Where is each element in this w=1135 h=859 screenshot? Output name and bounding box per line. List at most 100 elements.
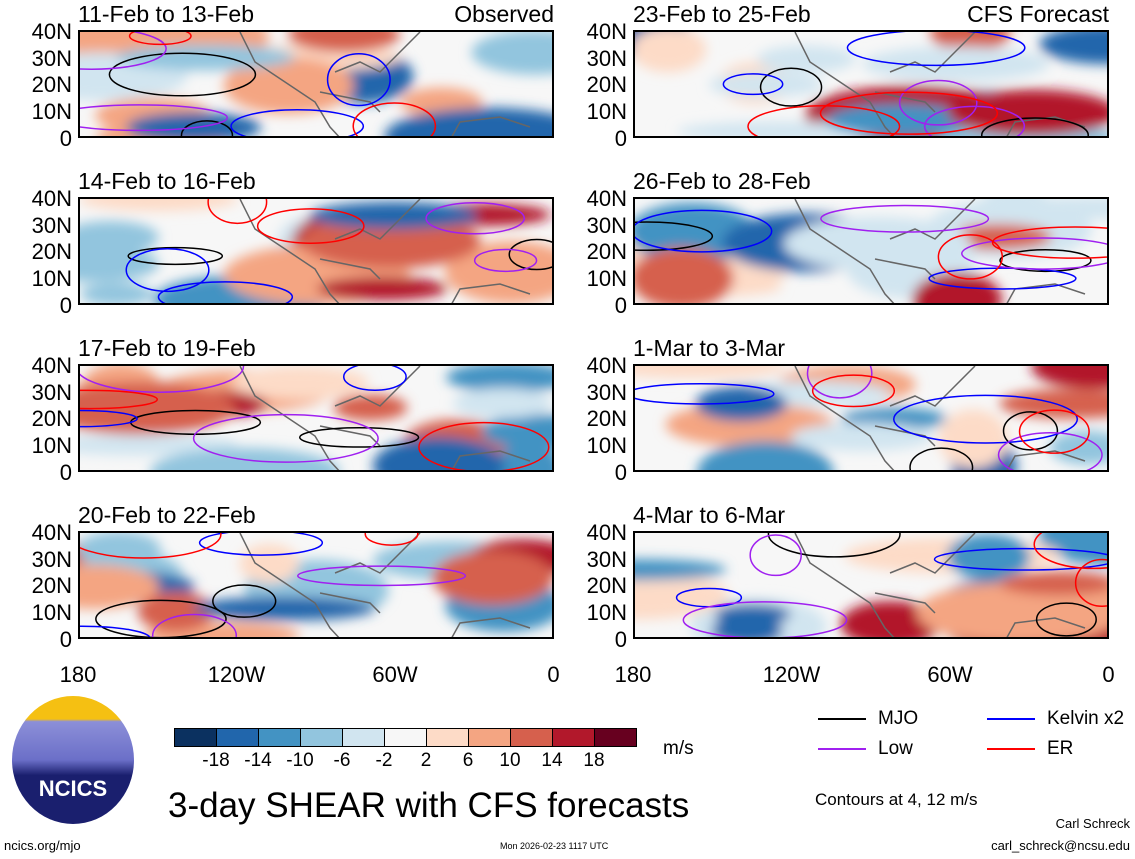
contour-line [759, 67, 823, 107]
contour-line [207, 199, 268, 225]
shear-anomaly-region [288, 32, 400, 53]
legend-label: ER [1047, 738, 1074, 759]
map-panel [633, 197, 1109, 305]
map-panel [78, 197, 554, 305]
shear-anomaly-region [231, 366, 369, 400]
map-panel [633, 364, 1109, 472]
shear-anomaly-region [635, 32, 707, 73]
lat-tick-label: 10N [586, 266, 627, 292]
lat-tick-label: 10N [31, 266, 72, 292]
url-text[interactable]: ncics.org/mjo [4, 838, 81, 853]
contour-line [1018, 409, 1090, 454]
map-panel [633, 531, 1109, 639]
lat-tick-label: 20N [31, 72, 72, 98]
lon-tick-label: 60W [372, 662, 418, 687]
contour-line [80, 533, 222, 559]
shear-anomaly-region [80, 199, 239, 211]
shear-anomaly-region [916, 581, 1107, 637]
legend-label: MJO [878, 708, 919, 729]
colorbar-swatch [175, 729, 217, 746]
contour-line [192, 413, 379, 463]
lat-tick-label: 40N [31, 186, 72, 211]
contour-line [909, 447, 974, 470]
timestamp-text: Mon 2026-02-23 1117 UTC [500, 841, 609, 851]
lat-tick-label: 0 [59, 459, 72, 485]
colorbar-tick: 2 [420, 750, 432, 771]
lat-tick-label: 10N [586, 99, 627, 125]
contour-line [747, 104, 901, 136]
panel-title: 23-Feb to 25-Feb [633, 1, 811, 27]
lon-tick-label: 0 [1102, 662, 1115, 687]
shear-anomaly-region [697, 441, 834, 470]
shear-anomaly-region [384, 107, 552, 136]
lat-tick-label: 10N [31, 433, 72, 459]
contour-line [635, 221, 714, 252]
ncics-logo: NCICS [12, 696, 134, 824]
shear-anomaly-region [453, 387, 552, 419]
figure-title: 3-day SHEAR with CFS forecasts [168, 786, 690, 825]
lon-tick-label: 60W [927, 662, 973, 687]
coastline [239, 366, 531, 470]
colorbar-swatch [301, 729, 343, 746]
legend-line [987, 718, 1035, 720]
logo-text: NCICS [38, 776, 108, 801]
colorbar-tick: -18 [202, 750, 230, 771]
lat-tick-label: 40N [31, 520, 72, 545]
shear-anomaly-region [150, 448, 341, 470]
shear-anomaly-region [1031, 366, 1107, 389]
panel-title: 4-Mar to 6-Mar [633, 502, 786, 528]
colorbar-tick: 14 [541, 750, 563, 771]
contour-line [198, 533, 324, 556]
contour-line [125, 247, 210, 293]
contour-line [80, 625, 151, 637]
shear-anomaly-region [999, 571, 1107, 596]
contour-line [933, 547, 1107, 571]
lat-tick-label: 30N [31, 379, 72, 405]
lat-tick-label: 40N [586, 520, 627, 545]
coastline [794, 366, 1086, 470]
contour-line [473, 248, 538, 273]
colorbar-swatch [343, 729, 385, 746]
coastline [794, 533, 1086, 637]
panel-title: 14-Feb to 16-Feb [78, 168, 256, 194]
lon-tick-label: 0 [547, 662, 560, 687]
contour-line [343, 366, 407, 391]
lon-tick-label: 120W [207, 662, 266, 687]
shear-anomaly-region [912, 272, 1002, 303]
shear-anomaly-region [635, 559, 727, 581]
panel-label: CFS Forecast [967, 1, 1109, 27]
shear-anomaly-region [446, 366, 552, 393]
map-panel [633, 30, 1109, 138]
lon-tick-label: 180 [614, 662, 652, 687]
shear-anomaly-region [695, 386, 787, 422]
contour-line [898, 79, 978, 126]
shear-anomaly-region [432, 550, 552, 606]
lat-tick-label: 20N [31, 239, 72, 265]
lat-tick-label: 0 [59, 292, 72, 318]
contour-line [364, 533, 419, 546]
shear-anomaly-region [471, 32, 552, 75]
contour-line [722, 73, 784, 96]
shear-anomaly-region [1039, 32, 1107, 65]
contour-line [1074, 558, 1107, 608]
shear-anomaly-region [372, 436, 505, 470]
shear-anomaly-region [333, 394, 408, 421]
contour-line [961, 237, 1107, 270]
lat-tick-label: 10N [31, 600, 72, 626]
panel-title: 26-Feb to 28-Feb [633, 168, 811, 194]
shear-anomaly-region [947, 89, 1107, 136]
legend-line [818, 748, 866, 750]
contour-line [418, 421, 550, 470]
colorbar-tick: -6 [333, 750, 351, 771]
lat-tick-label: 30N [31, 212, 72, 238]
contour-line [811, 374, 896, 408]
lat-tick-label: 30N [586, 45, 627, 71]
colorbar-swatch [427, 729, 469, 746]
panel-title: 20-Feb to 22-Feb [78, 502, 256, 528]
lon-tick-label: 180 [59, 662, 97, 687]
shear-anomaly-region [783, 216, 972, 271]
map-panel [78, 531, 554, 639]
shear-anomaly-region [116, 44, 296, 71]
shear-anomaly-region [317, 276, 448, 301]
lat-tick-label: 10N [586, 433, 627, 459]
